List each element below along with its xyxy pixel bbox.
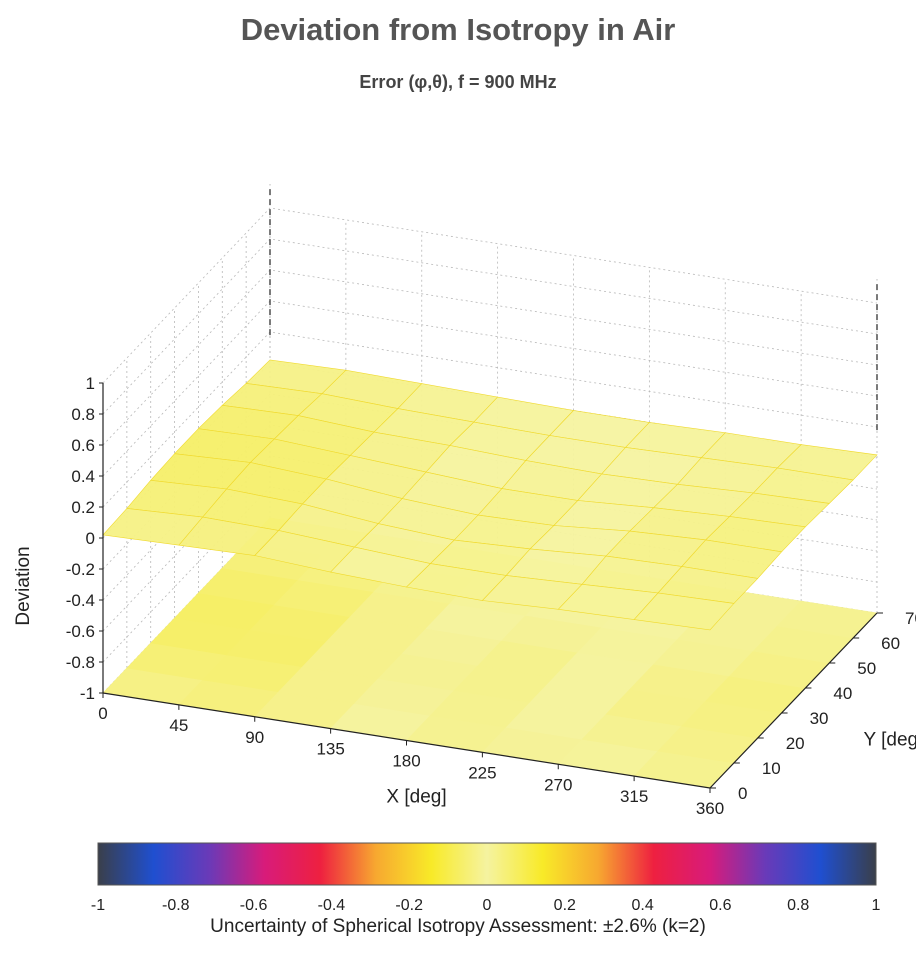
colorbar-tick-label: 0 (483, 897, 492, 914)
surface-cell (633, 592, 735, 631)
x-tick-label: 180 (392, 752, 420, 771)
grid-line (102, 207, 878, 384)
colorbar-tick-label: -0.8 (162, 897, 190, 914)
z-tick-label: -0.6 (66, 622, 95, 641)
x-tick-label: 315 (620, 787, 648, 806)
axes: 04590135180225270315360010203040506070-1… (13, 374, 916, 818)
y-tick-label: 40 (833, 684, 852, 703)
x-tick-label: 90 (245, 728, 264, 747)
y-axis-title: Y [deg] (864, 730, 916, 751)
y-tick-label: 70 (905, 609, 916, 628)
z-tick-label: -0.4 (66, 591, 95, 610)
uncertainty-caption: Uncertainty of Spherical Isotropy Assess… (210, 916, 706, 937)
colorbar-tick-label: 0.6 (709, 897, 731, 914)
colorbar-tick-label: 1 (872, 897, 881, 914)
colorbar-tick-label: -0.4 (318, 897, 346, 914)
y-tick-label: 10 (762, 759, 781, 778)
chart-subtitle: Error (φ,θ), f = 900 MHz (359, 72, 557, 92)
z-tick-label: -1 (80, 684, 95, 703)
y-tick-label: 60 (881, 634, 900, 653)
y-tick-label: 30 (810, 709, 829, 728)
z-tick-label: 1 (86, 374, 95, 393)
z-tick-label: 0.8 (71, 405, 95, 424)
y-axis-line (709, 612, 878, 789)
colorbar-tick-label: 0.2 (554, 897, 576, 914)
x-tick-label: 135 (316, 740, 344, 759)
colorbar-tick-label: -0.2 (395, 897, 423, 914)
chart-title: Deviation from Isotropy in Air (240, 12, 676, 47)
x-tick-label: 225 (468, 763, 496, 782)
z-tick-label: 0.2 (71, 498, 95, 517)
y-tick-label: 20 (786, 734, 805, 753)
colorbar-tick-label: 0.8 (787, 897, 809, 914)
colorbar-tick-label: -1 (91, 897, 105, 914)
z-tick-label: 0.4 (71, 467, 95, 486)
z-axis-title: Deviation (13, 546, 34, 625)
x-tick-label: 360 (696, 799, 724, 818)
colorbar-tick-label: -0.6 (240, 897, 268, 914)
z-tick-label: -0.2 (66, 560, 95, 579)
colorbar-gradient (97, 842, 877, 886)
colorbar: -1 -0.8 -0.6 -0.4 -0.2 0 0.2 0.4 0.6 0.8 1 (91, 842, 881, 914)
x-tick-label: 45 (169, 716, 188, 735)
y-tick-label: 50 (857, 659, 876, 678)
x-tick-label: 270 (544, 775, 572, 794)
z-tick-label: 0 (86, 529, 95, 548)
x-axis-title: X [deg] (386, 787, 446, 808)
colorbar-tick-label: 0.4 (631, 897, 653, 914)
z-tick-label: 0.6 (71, 436, 95, 455)
deviation-surface (102, 359, 878, 631)
grid-line (102, 238, 878, 415)
x-tick-label: 0 (98, 704, 107, 723)
y-tick-label: 0 (738, 784, 747, 803)
z-tick-label: -0.8 (66, 653, 95, 672)
